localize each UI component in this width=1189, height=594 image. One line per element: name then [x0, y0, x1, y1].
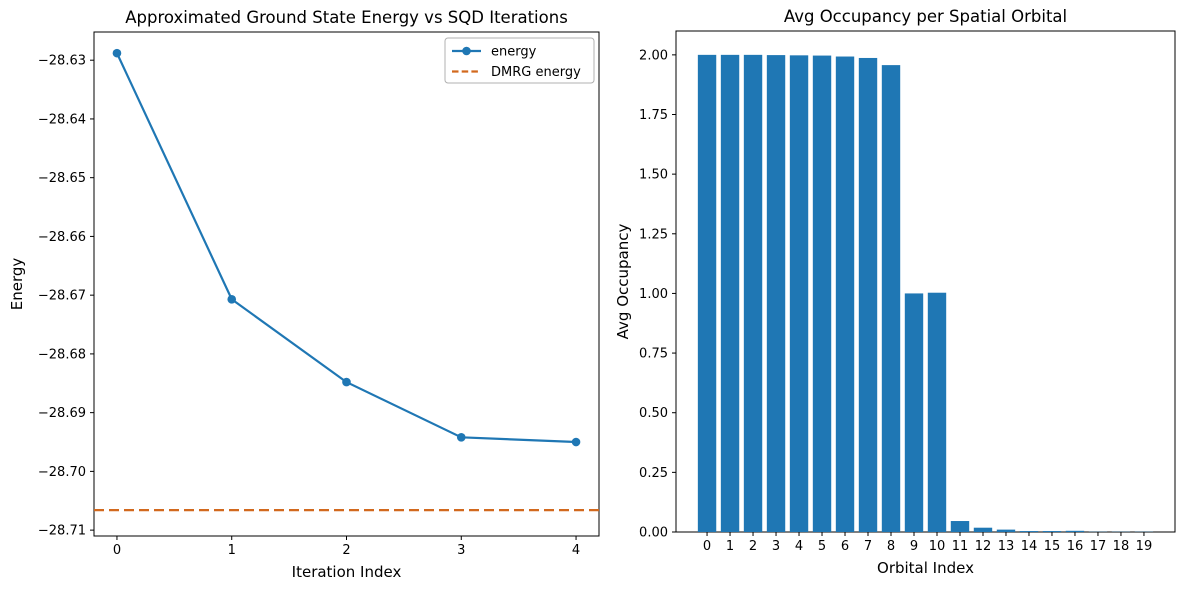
y-tick-label: 1.00 [639, 287, 668, 302]
bar-orbital-12 [974, 528, 992, 532]
y-axis-label: Avg Occupancy [614, 224, 632, 340]
x-tick-label: 2 [342, 543, 350, 558]
bar-orbital-1 [721, 55, 739, 532]
y-tick-label: 1.75 [639, 108, 668, 123]
y-axis: 0.00 0.25 0.50 0.75 1.00 1.25 1.50 1.75 2.00 [639, 48, 676, 540]
x-tick-label: 5 [818, 539, 826, 554]
x-tick-label: 17 [1090, 539, 1107, 554]
y-tick-label: −28.69 [38, 406, 86, 421]
x-tick-label: 9 [910, 539, 918, 554]
x-tick-label: 8 [887, 539, 895, 554]
legend-energy-marker [462, 47, 471, 56]
y-tick-label: −28.71 [38, 524, 86, 539]
x-tick-label: 3 [772, 539, 780, 554]
y-axis-label: Energy [8, 258, 26, 311]
chart-title: Avg Occupancy per Spatial Orbital [784, 7, 1067, 26]
x-tick-label: 7 [864, 539, 872, 554]
y-tick-label: 1.25 [639, 227, 668, 242]
bar-orbital-16 [1066, 531, 1084, 532]
chart-title: Approximated Ground State Energy vs SQD … [125, 8, 568, 27]
y-tick-label: −28.65 [38, 171, 86, 186]
energy-point [113, 49, 122, 58]
bar-orbital-11 [951, 521, 969, 532]
energy-point [572, 438, 581, 447]
x-tick-label: 18 [1113, 539, 1130, 554]
bar-orbital-6 [836, 57, 854, 532]
y-axis: −28.63 −28.64 −28.65 −28.66 −28.67 −28.68 −28.… [38, 54, 94, 539]
energy-point [457, 433, 466, 442]
x-axis-label: Orbital Index [877, 559, 974, 577]
bar-orbital-10 [928, 293, 946, 532]
bar-orbital-2 [744, 55, 762, 532]
bar-orbital-13 [997, 530, 1015, 532]
x-tick-label: 4 [795, 539, 803, 554]
x-tick-label: 1 [228, 543, 236, 558]
y-tick-label: −28.68 [38, 347, 86, 362]
bars [698, 55, 1153, 532]
bar-orbital-15 [1043, 531, 1061, 532]
x-tick-label: 14 [1021, 539, 1038, 554]
plot-area [94, 32, 599, 536]
x-tick-label: 0 [113, 543, 121, 558]
energy-point [342, 378, 351, 387]
bar-orbital-8 [882, 65, 900, 532]
y-tick-label: 0.50 [639, 406, 668, 421]
x-axis: 0 1 2 3 4 [113, 536, 580, 558]
y-tick-label: −28.66 [38, 230, 86, 245]
bar-orbital-7 [859, 58, 877, 532]
bar-orbital-4 [790, 55, 808, 532]
y-tick-label: −28.64 [38, 112, 86, 127]
x-tick-label: 2 [749, 539, 757, 554]
x-axis-label: Iteration Index [292, 563, 402, 581]
x-tick-label: 15 [1044, 539, 1061, 554]
y-tick-label: −28.67 [38, 289, 86, 304]
x-tick-label: 13 [998, 539, 1015, 554]
bar-orbital-0 [698, 55, 716, 532]
y-tick-label: 1.50 [639, 168, 668, 183]
x-tick-label: 16 [1067, 539, 1084, 554]
x-tick-label: 3 [457, 543, 465, 558]
y-tick-label: −28.63 [38, 54, 86, 69]
x-tick-label: 1 [726, 539, 734, 554]
x-tick-label: 4 [572, 543, 580, 558]
x-tick-label: 11 [952, 539, 969, 554]
x-tick-label: 0 [703, 539, 711, 554]
legend-dmrg-label: DMRG energy [491, 65, 581, 80]
y-tick-label: 0.25 [639, 466, 668, 481]
bar-orbital-5 [813, 56, 831, 532]
bar-orbital-3 [767, 55, 785, 532]
legend-energy-label: energy [491, 45, 537, 60]
x-tick-label: 6 [841, 539, 849, 554]
legend: energy DMRG energy [445, 38, 594, 83]
x-tick-label: 19 [1136, 539, 1153, 554]
left-chart: Approximated Ground State Energy vs SQD … [8, 8, 599, 581]
y-tick-label: 2.00 [639, 48, 668, 63]
y-tick-label: −28.70 [38, 465, 86, 480]
y-tick-label: 0.00 [639, 526, 668, 541]
bar-orbital-9 [905, 293, 923, 532]
bar-orbital-14 [1020, 531, 1038, 532]
x-tick-label: 12 [975, 539, 992, 554]
energy-point [227, 295, 236, 304]
x-tick-label: 10 [929, 539, 946, 554]
y-tick-label: 0.75 [639, 347, 668, 362]
